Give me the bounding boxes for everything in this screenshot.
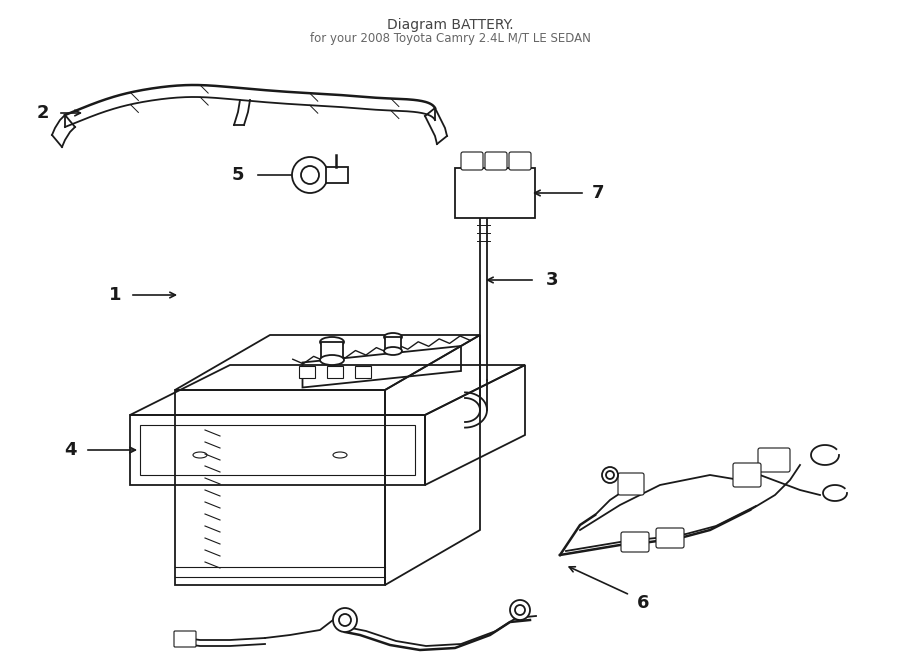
Text: 7: 7 [592, 184, 604, 202]
Bar [455, 168, 535, 218]
Bar [299, 366, 315, 378]
Ellipse shape [320, 355, 344, 365]
FancyBboxPatch shape [733, 463, 761, 487]
FancyBboxPatch shape [656, 528, 684, 548]
Bar [355, 366, 371, 378]
Bar [385, 337, 401, 351]
FancyBboxPatch shape [621, 532, 649, 552]
Text: 1: 1 [109, 286, 122, 304]
FancyBboxPatch shape [758, 448, 790, 472]
Ellipse shape [384, 347, 402, 355]
Text: for your 2008 Toyota Camry 2.4L M/T LE SEDAN: for your 2008 Toyota Camry 2.4L M/T LE S… [310, 32, 590, 45]
Bar [326, 167, 348, 183]
Text: 4: 4 [64, 441, 76, 459]
FancyBboxPatch shape [485, 152, 507, 170]
Ellipse shape [384, 333, 402, 341]
Circle shape [292, 157, 328, 193]
Bar [321, 342, 343, 360]
Circle shape [606, 471, 614, 479]
FancyBboxPatch shape [618, 473, 644, 495]
FancyBboxPatch shape [461, 152, 483, 170]
Circle shape [510, 600, 530, 620]
Text: 3: 3 [545, 271, 558, 289]
Circle shape [339, 614, 351, 626]
Bar [327, 366, 343, 378]
Circle shape [602, 467, 618, 483]
FancyBboxPatch shape [509, 152, 531, 170]
FancyBboxPatch shape [174, 631, 196, 647]
Text: 6: 6 [637, 594, 649, 612]
Circle shape [333, 608, 357, 632]
Circle shape [301, 166, 319, 184]
Text: 2: 2 [37, 104, 50, 122]
Ellipse shape [320, 337, 344, 347]
Text: Diagram BATTERY.: Diagram BATTERY. [387, 18, 513, 32]
Circle shape [515, 605, 525, 615]
Text: 5: 5 [232, 166, 244, 184]
